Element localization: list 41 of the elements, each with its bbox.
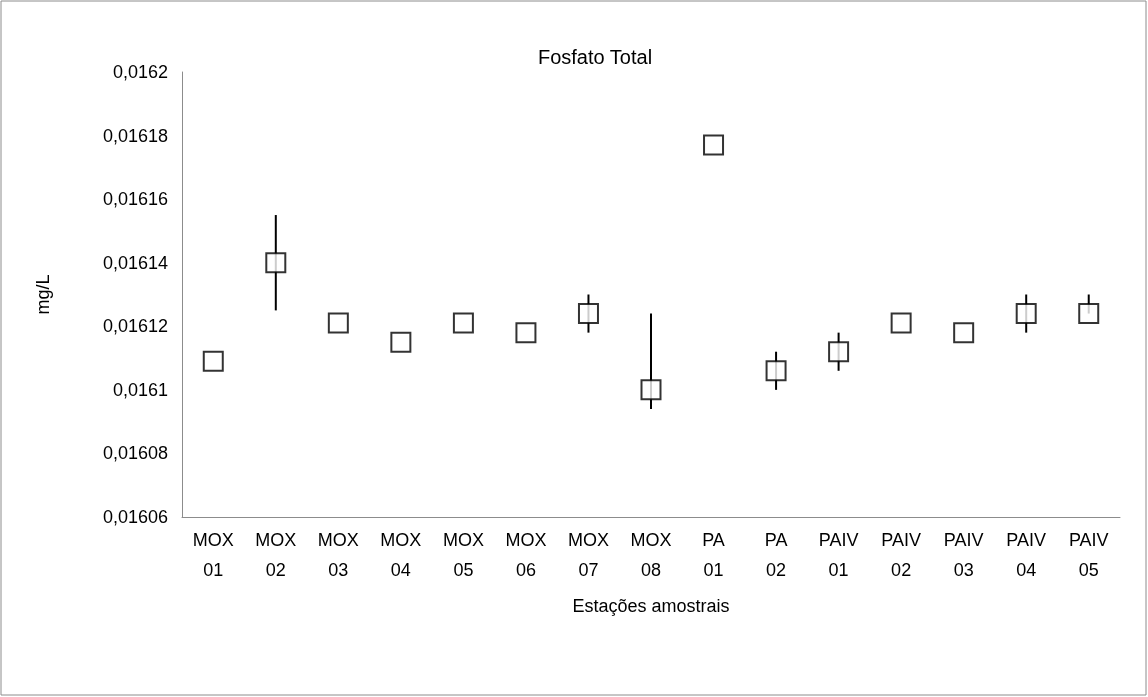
x-tick-label: PAIV 05 [1068,530,1109,580]
point [265,252,287,274]
x-tick-label: PA 01 [702,530,725,580]
x-tick-label: MOX 08 [630,530,672,580]
y-tick-label: 0,01614 [102,252,168,273]
x-tick-label: PAIV 02 [881,530,921,580]
x-tick-label: MOX 06 [505,530,547,580]
point [890,312,912,334]
y-tick-label: 0,01616 [102,189,168,210]
point [577,303,599,325]
x-tick-label: MOX 02 [255,530,297,580]
point [953,322,975,344]
point [202,350,224,372]
x-tick-label: MOX 05 [442,530,484,580]
x-tick-label: PAIV 01 [818,530,859,580]
y-tick-label: 0,01618 [102,125,168,146]
x-tick-label: PAIV 03 [943,530,984,580]
x-axis-title: Estações amostrais [572,596,730,616]
point [1078,303,1100,325]
y-tick-label: 0,01608 [102,443,168,464]
point [703,134,725,156]
x-tick-label: PAIV 04 [1006,530,1047,580]
x-tick-label: MOX 07 [567,530,609,580]
chart-title: Fosfato Total [537,46,653,68]
x-tick-label: MOX 03 [317,530,359,580]
point [390,331,412,353]
y-tick-label: 0,0161 [112,379,168,400]
point [765,360,787,382]
x-tick-label: MOX 04 [380,530,422,580]
point [1015,303,1037,325]
point [640,379,662,401]
x-tick-label: MOX 01 [192,530,234,580]
x-tick-label: PA 02 [764,530,788,580]
y-tick-label: 0,0162 [112,62,168,82]
y-axis-title: mg/L [33,274,53,315]
y-tick-label: 0,01612 [102,316,168,337]
point [515,322,537,344]
point [327,312,349,334]
point [452,312,474,334]
point [828,341,850,363]
y-tick-label: 0,01606 [102,507,168,527]
